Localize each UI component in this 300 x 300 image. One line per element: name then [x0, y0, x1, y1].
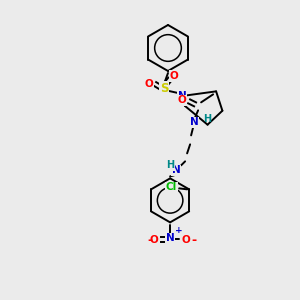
Text: N: N: [166, 233, 175, 243]
Text: O: O: [182, 236, 190, 245]
Text: O: O: [145, 79, 153, 89]
Text: O: O: [178, 95, 187, 105]
Text: -: -: [147, 234, 152, 248]
Text: O: O: [150, 236, 158, 245]
Text: Cl: Cl: [166, 182, 177, 192]
Text: N: N: [172, 165, 181, 176]
Text: O: O: [169, 71, 178, 81]
Text: +: +: [175, 226, 183, 236]
Text: S: S: [160, 82, 168, 94]
Text: H: H: [166, 160, 174, 170]
Text: -: -: [191, 234, 196, 248]
Text: N: N: [178, 91, 186, 101]
Text: H: H: [203, 114, 211, 124]
Text: N: N: [190, 117, 199, 128]
